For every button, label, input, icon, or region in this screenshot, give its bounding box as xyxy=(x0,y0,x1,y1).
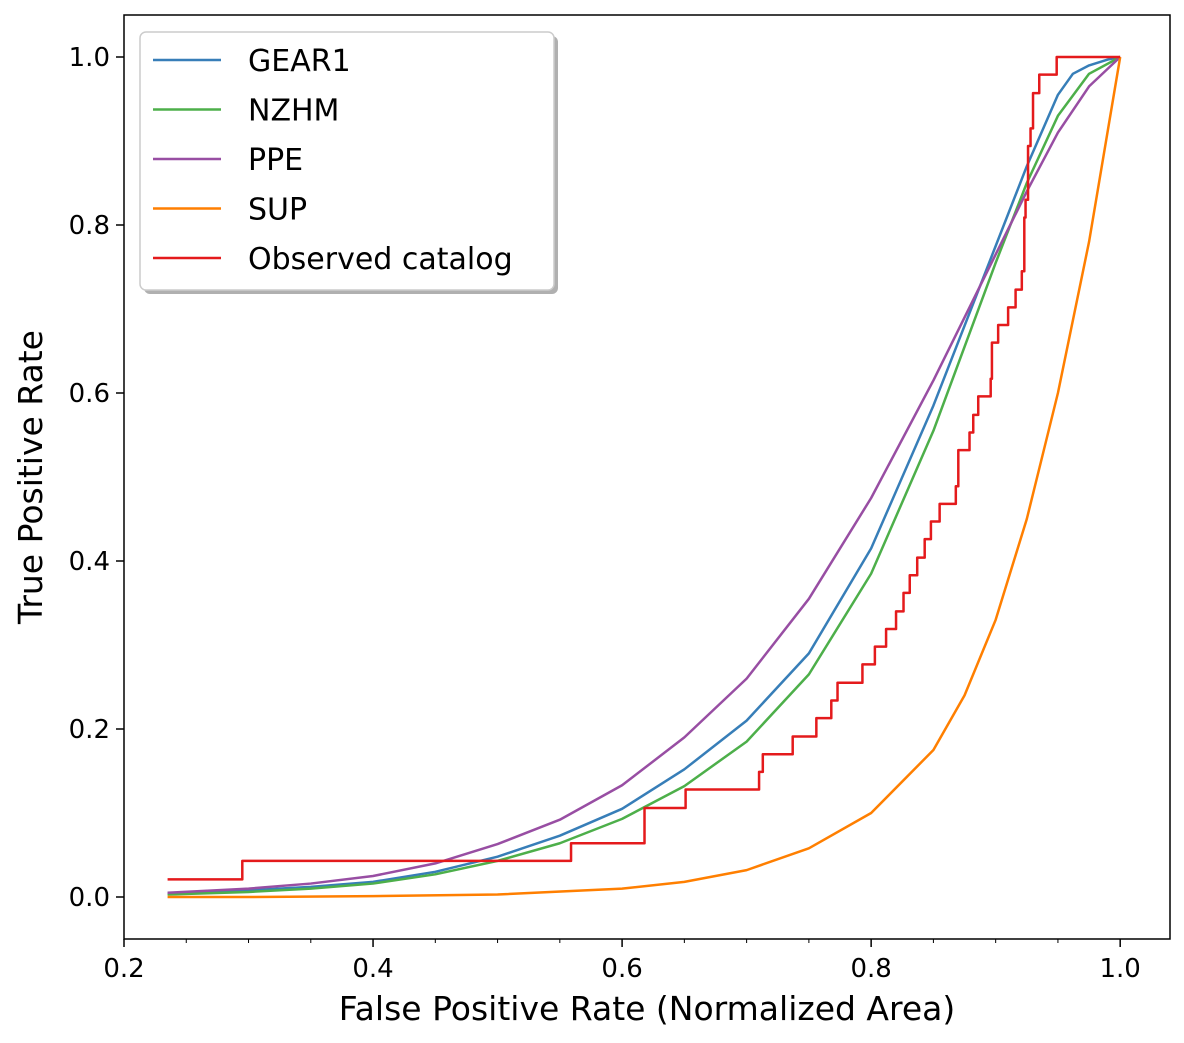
x-tick-label: 1.0 xyxy=(1100,954,1141,984)
legend-label-observed-catalog: Observed catalog xyxy=(248,242,513,277)
y-tick-label: 0.2 xyxy=(69,715,110,745)
x-tick-label: 0.2 xyxy=(103,954,144,984)
legend-box xyxy=(139,31,555,291)
legend: GEAR1 NZHM PPE SUP Observed catalog xyxy=(139,31,558,294)
x-axis-label: False Positive Rate (Normalized Area) xyxy=(339,989,956,1028)
series-line-observed-catalog xyxy=(167,55,1121,881)
plot-frame xyxy=(123,14,1171,940)
y-tick-label: 1.0 xyxy=(69,43,110,73)
legend-label-gear1: GEAR1 xyxy=(248,44,351,79)
series-line-nzhm xyxy=(167,55,1121,896)
x-tick-label: 0.4 xyxy=(352,954,393,984)
legend-entries: GEAR1 NZHM PPE SUP Observed catalog xyxy=(153,44,513,277)
x-axis-ticks: 0.2 0.4 0.6 0.8 1.0 xyxy=(103,939,1141,984)
y-axis-ticks: 0.0 0.2 0.4 0.6 0.8 1.0 xyxy=(69,43,124,913)
y-tick-label: 0.8 xyxy=(69,211,110,241)
series-line-sup xyxy=(167,56,1122,899)
series-line-gear1 xyxy=(167,55,1121,895)
series-layer xyxy=(167,55,1122,899)
y-tick-label: 0.4 xyxy=(69,547,110,577)
y-axis-label: True Positive Rate xyxy=(11,330,50,625)
y-tick-label: 0.0 xyxy=(69,883,110,913)
legend-label-ppe: PPE xyxy=(248,143,303,178)
x-tick-label: 0.6 xyxy=(601,954,642,984)
legend-label-nzhm: NZHM xyxy=(248,94,339,129)
series-line-ppe xyxy=(167,56,1122,895)
x-tick-label: 0.8 xyxy=(850,954,891,984)
y-tick-label: 0.6 xyxy=(69,379,110,409)
legend-label-sup: SUP xyxy=(248,193,307,228)
